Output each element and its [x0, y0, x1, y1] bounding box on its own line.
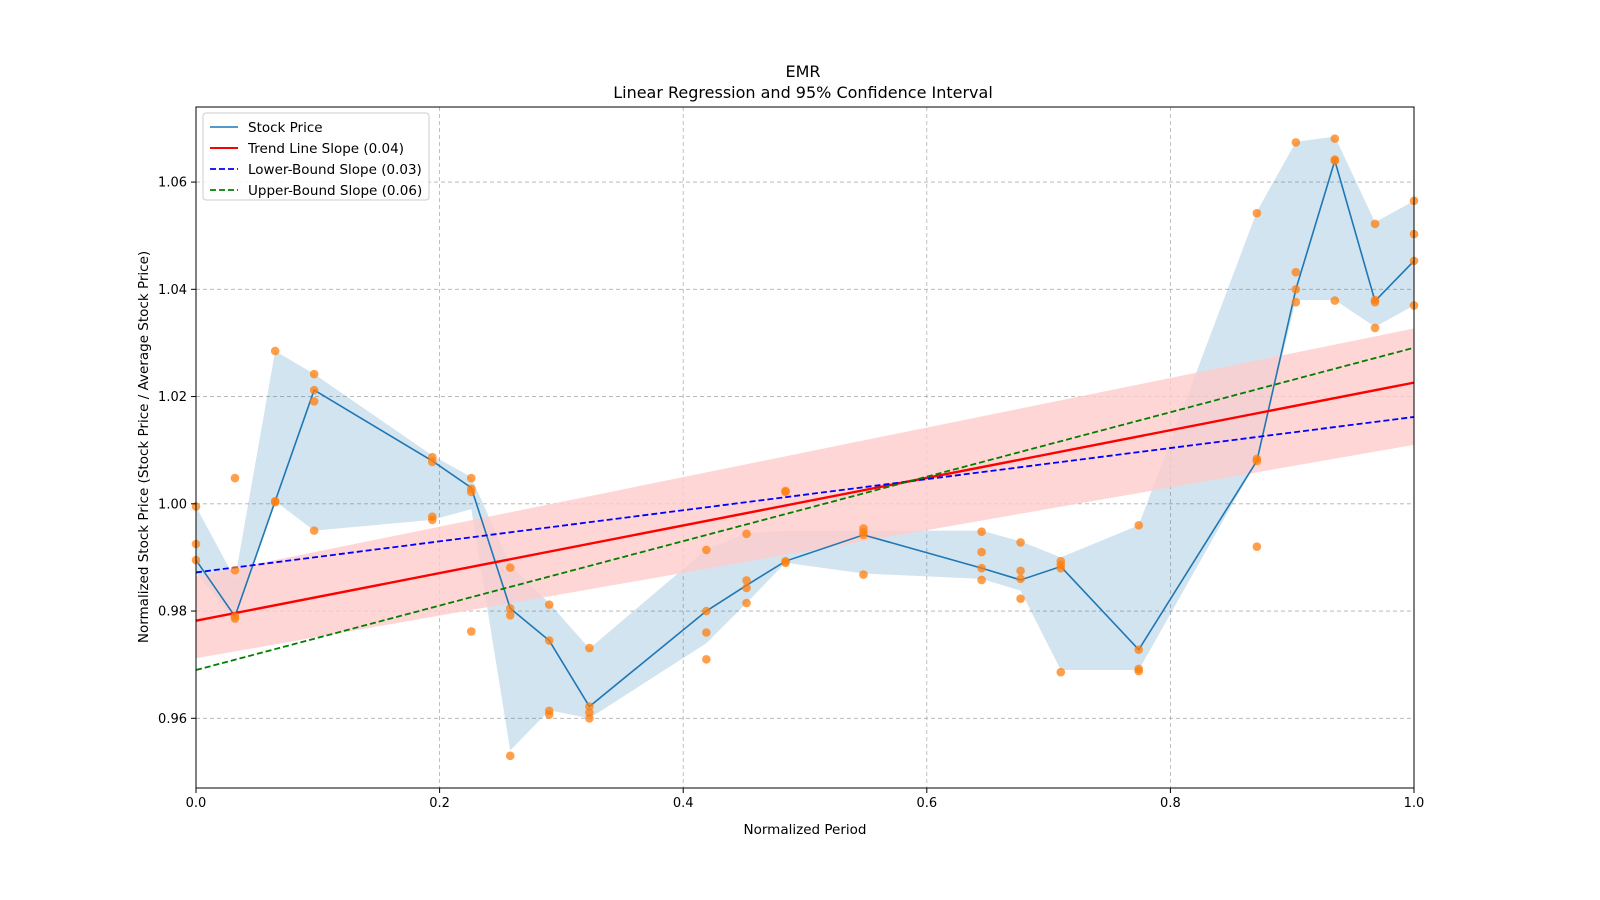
observation-point — [230, 565, 240, 575]
upper-bound-line — [195, 346, 1415, 671]
observation-point — [1056, 667, 1066, 677]
x-tick-label: 0.0 — [186, 796, 207, 811]
x-tick-label: 1.0 — [1404, 796, 1425, 811]
x-tick-label: 0.4 — [673, 796, 694, 811]
observation-point — [309, 526, 319, 535]
observation-point — [1291, 285, 1301, 294]
observation-point — [1016, 594, 1025, 604]
legend-label-stock-price: Stock Price — [248, 120, 323, 136]
observation-point — [505, 751, 515, 761]
trend-line — [195, 381, 1415, 622]
y-axis-label: Normalized Stock Price (Stock Price / Av… — [136, 251, 152, 643]
observation-point — [505, 563, 515, 572]
observation-point — [977, 575, 986, 585]
observation-point — [1252, 456, 1262, 466]
observation-point — [977, 547, 986, 557]
x-tick-label: 0.2 — [429, 796, 450, 811]
legend-label-upper-bound: Upper-Bound Slope (0.06) — [248, 183, 422, 199]
observation-point — [742, 576, 751, 585]
observation-point — [977, 527, 986, 536]
chart-subtitle: Linear Regression and 95% Confidence Int… — [613, 83, 993, 102]
observation-point — [1134, 645, 1144, 654]
observation-point — [544, 710, 554, 719]
chart-title: EMR — [785, 62, 820, 81]
x-axis-label: Normalized Period — [744, 822, 867, 838]
y-tick-label: 1.02 — [158, 390, 187, 405]
observation-point — [585, 643, 594, 653]
observation-point — [466, 487, 476, 497]
y-tick-label: 0.98 — [158, 605, 187, 620]
y-axis-ticks: 0.96 0.98 1.00 1.02 1.04 1.06 — [158, 176, 196, 727]
observation-point — [742, 529, 751, 539]
observation-point — [1291, 138, 1301, 147]
x-axis-ticks: 0.0 0.2 0.4 0.6 0.8 1.0 — [186, 788, 1425, 811]
y-tick-label: 0.96 — [158, 712, 187, 727]
legend-label-lower-bound: Lower-Bound Slope (0.03) — [248, 162, 422, 178]
observation-point — [859, 530, 868, 540]
legend-box — [202, 112, 430, 201]
observation-point — [1370, 323, 1380, 333]
observation-point — [466, 473, 476, 483]
observation-point — [309, 397, 319, 406]
observation-point — [859, 570, 868, 579]
observation-point — [309, 385, 319, 395]
observation-point — [1252, 542, 1262, 552]
observation-point — [781, 487, 790, 497]
observation-point — [781, 558, 790, 568]
observation-point — [1370, 219, 1380, 229]
observation-point — [1056, 563, 1066, 573]
observation-point — [309, 369, 319, 379]
observation-point — [544, 636, 554, 645]
observation-point — [505, 604, 515, 613]
y-tick-label: 1.04 — [158, 283, 187, 298]
observation-point — [585, 713, 594, 723]
observation-point — [977, 563, 986, 573]
observation-point — [585, 708, 594, 717]
observation-point — [505, 611, 515, 620]
observation-point — [742, 583, 751, 593]
plot-area-frame — [195, 106, 1415, 789]
observation-point — [702, 545, 711, 555]
observation-point — [1016, 574, 1025, 584]
observation-points — [191, 134, 1419, 761]
observation-point — [1134, 666, 1144, 676]
observation-point — [427, 457, 437, 467]
observation-point — [544, 600, 554, 609]
observation-point — [702, 655, 711, 664]
observation-point — [1134, 520, 1144, 530]
observation-point — [1016, 566, 1025, 576]
observation-point — [427, 515, 437, 525]
observation-point — [1330, 134, 1340, 143]
observation-point — [270, 497, 280, 507]
observation-point — [466, 627, 476, 636]
observation-point — [230, 614, 240, 623]
lower-bound-line — [195, 416, 1415, 574]
observation-point — [230, 473, 240, 483]
y-tick-label: 1.00 — [158, 497, 187, 512]
x-tick-label: 0.8 — [1160, 796, 1181, 811]
legend: Stock Price Trend Line Slope (0.04) Lowe… — [202, 112, 430, 201]
x-tick-label: 0.6 — [916, 796, 937, 811]
observation-point — [1016, 538, 1025, 547]
observation-point — [702, 628, 711, 637]
observation-point — [1330, 156, 1340, 165]
observation-point — [1370, 297, 1380, 307]
observation-point — [270, 346, 280, 356]
observation-point — [1291, 267, 1301, 277]
observation-point — [1291, 297, 1301, 307]
stock-price-line — [195, 157, 1415, 708]
observation-point — [742, 598, 751, 608]
y-tick-label: 1.06 — [158, 176, 187, 191]
series-lines — [195, 157, 1415, 708]
observation-point — [1330, 296, 1340, 305]
observation-point — [585, 702, 594, 711]
legend-label-trend-line: Trend Line Slope (0.04) — [247, 141, 404, 157]
observation-point — [702, 606, 711, 616]
observation-point — [1252, 208, 1262, 218]
